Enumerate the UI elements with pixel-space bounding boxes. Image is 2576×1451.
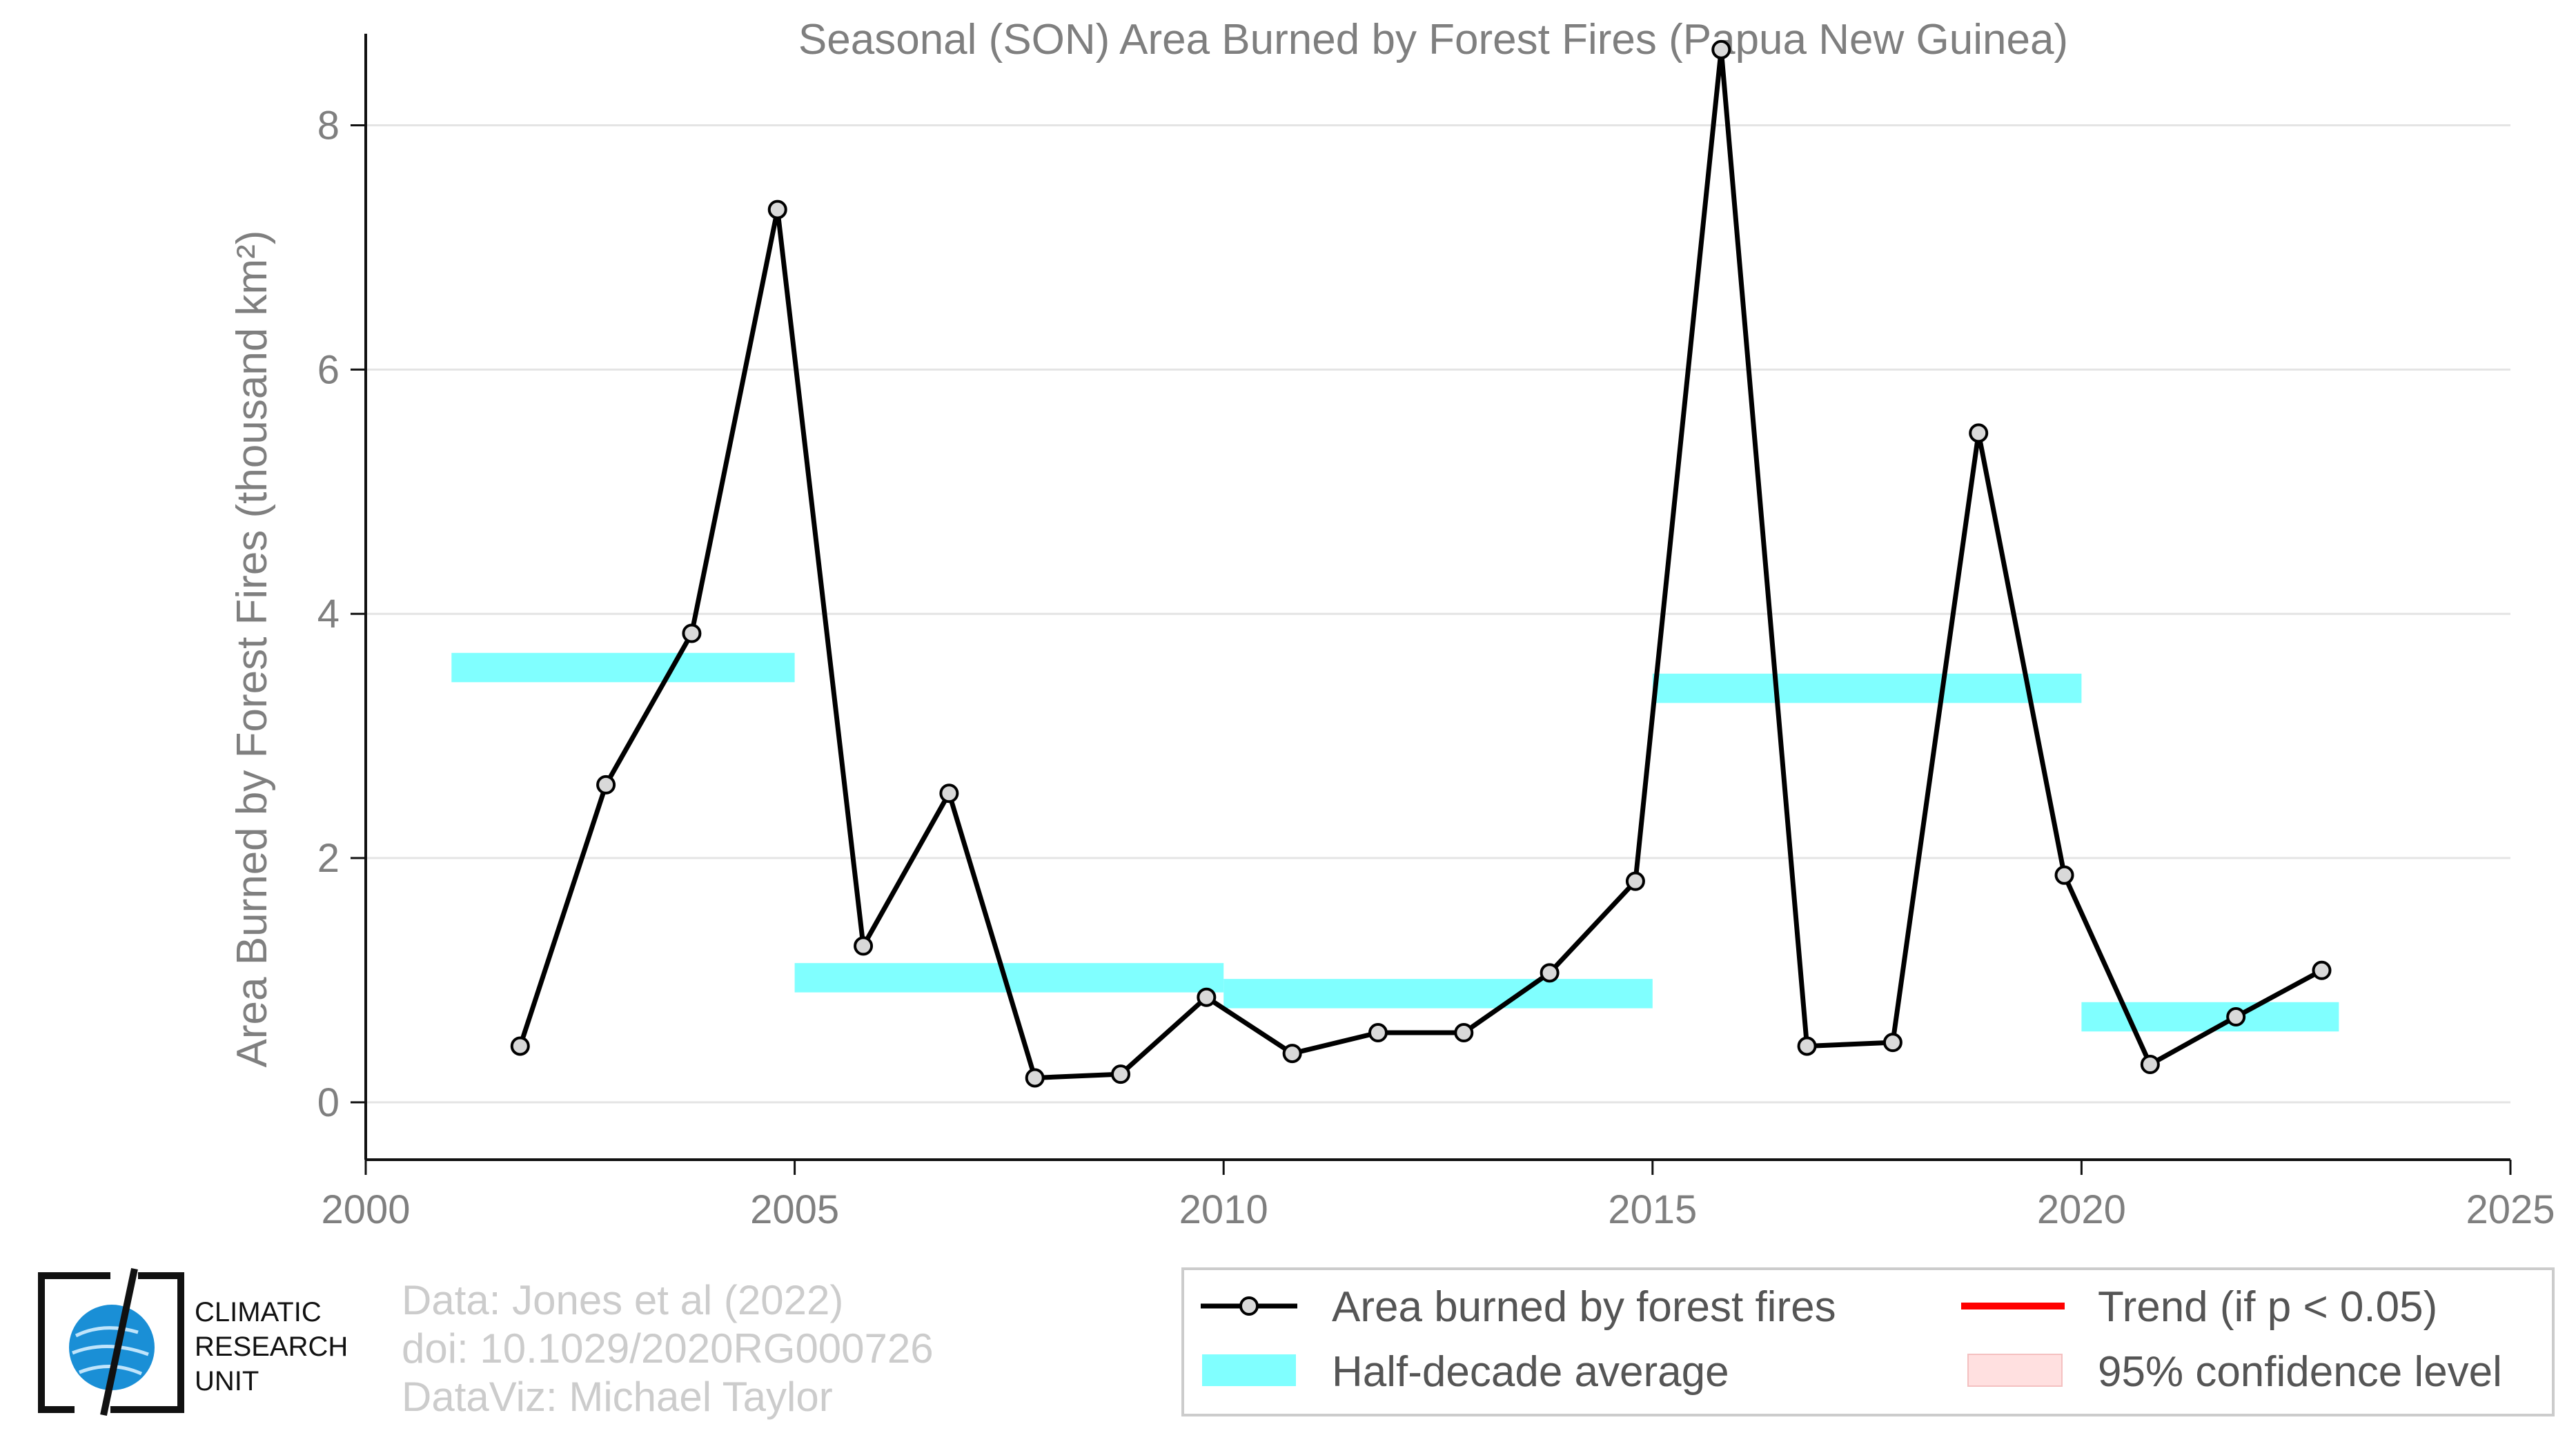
data-point-0 xyxy=(510,1036,530,1056)
logo-line-1: CLIMATIC xyxy=(195,1297,322,1327)
credit-dataviz: DataViz: Michael Taylor xyxy=(402,1374,833,1420)
y-tick-label-6: 6 xyxy=(317,347,340,392)
half-decade-bar-4 xyxy=(2081,1002,2339,1032)
logo-line-2: RESEARCH xyxy=(195,1332,348,1362)
x-tick-label-2000: 2000 xyxy=(321,1187,410,1232)
data-point-10 xyxy=(1368,1023,1388,1043)
series-line-group xyxy=(510,39,2332,1088)
half-decade-average-bands xyxy=(451,652,2339,1032)
x-tick-labels: 2000 2005 2010 2015 2020 2025 xyxy=(321,1160,2555,1232)
data-point-5 xyxy=(939,783,959,804)
x-tick-label-2015: 2015 xyxy=(1608,1187,1697,1232)
y-tick-label-4: 4 xyxy=(317,592,340,636)
data-point-16 xyxy=(1882,1033,1902,1053)
half-decade-bar-0 xyxy=(451,652,795,683)
legend-label-trend: Trend (if p < 0.05) xyxy=(2098,1283,2437,1331)
data-point-6 xyxy=(1025,1068,1045,1088)
credit-data: Data: Jones et al (2022) xyxy=(402,1277,843,1323)
data-point-18 xyxy=(2054,865,2074,885)
y-tick-label-0: 0 xyxy=(317,1080,340,1125)
x-tick-label-2020: 2020 xyxy=(2037,1187,2126,1232)
data-point-7 xyxy=(1111,1064,1131,1084)
y-tick-label-2: 2 xyxy=(317,836,340,881)
data-point-21 xyxy=(2312,960,2332,980)
data-point-12 xyxy=(1540,963,1560,983)
legend-label-average: Half-decade average xyxy=(1332,1348,1729,1396)
legend-label-fires: Area burned by forest fires xyxy=(1332,1283,1836,1331)
axes xyxy=(364,33,2510,1161)
data-point-15 xyxy=(1797,1036,1817,1056)
data-point-11 xyxy=(1454,1023,1474,1043)
series-line-0 xyxy=(518,47,2323,1080)
logo-bracket-right xyxy=(110,1272,184,1413)
x-tick-label-2005: 2005 xyxy=(750,1187,839,1232)
data-point-20 xyxy=(2226,1007,2246,1027)
logo-slash xyxy=(100,1267,138,1416)
half-decade-bar-3 xyxy=(1652,673,2082,703)
logo-line-3: UNIT xyxy=(195,1366,259,1396)
legend-swatch-confidence xyxy=(1967,1354,2063,1387)
legend: Area burned by forest fires Trend (if p … xyxy=(1181,1267,2555,1416)
legend-label-confidence: 95% confidence level xyxy=(2098,1348,2502,1396)
data-point-1 xyxy=(596,775,616,795)
chart-title: Seasonal (SON) Area Burned by Forest Fir… xyxy=(798,16,2068,64)
y-axis-label: Area Burned by Forest Fires (thousand km… xyxy=(228,231,276,1068)
y-tick-labels: 0 2 4 6 8 xyxy=(317,104,366,1125)
data-point-9 xyxy=(1282,1044,1302,1064)
y-tick-label-8: 8 xyxy=(317,104,340,148)
data-point-8 xyxy=(1197,987,1217,1007)
x-tick-label-2025: 2025 xyxy=(2466,1187,2555,1232)
data-point-4 xyxy=(854,936,874,956)
data-point-17 xyxy=(1969,423,1989,443)
data-point-14 xyxy=(1711,39,1731,59)
credit-doi: doi: 10.1029/2020RG000726 xyxy=(402,1325,934,1372)
legend-box xyxy=(1181,1267,2555,1416)
data-point-13 xyxy=(1625,871,1645,891)
x-tick-label-2010: 2010 xyxy=(1179,1187,1268,1232)
half-decade-bar-2 xyxy=(1223,979,1653,1009)
legend-marker-fires xyxy=(1239,1296,1259,1316)
data-point-2 xyxy=(682,623,702,643)
legend-swatch-average xyxy=(1202,1354,1296,1386)
cru-logo: CLIMATIC RESEARCH UNIT xyxy=(38,1267,348,1416)
data-point-3 xyxy=(767,199,787,220)
data-point-19 xyxy=(2140,1055,2160,1075)
grid-lines xyxy=(366,124,2510,1104)
logo-bracket-left xyxy=(38,1272,110,1413)
